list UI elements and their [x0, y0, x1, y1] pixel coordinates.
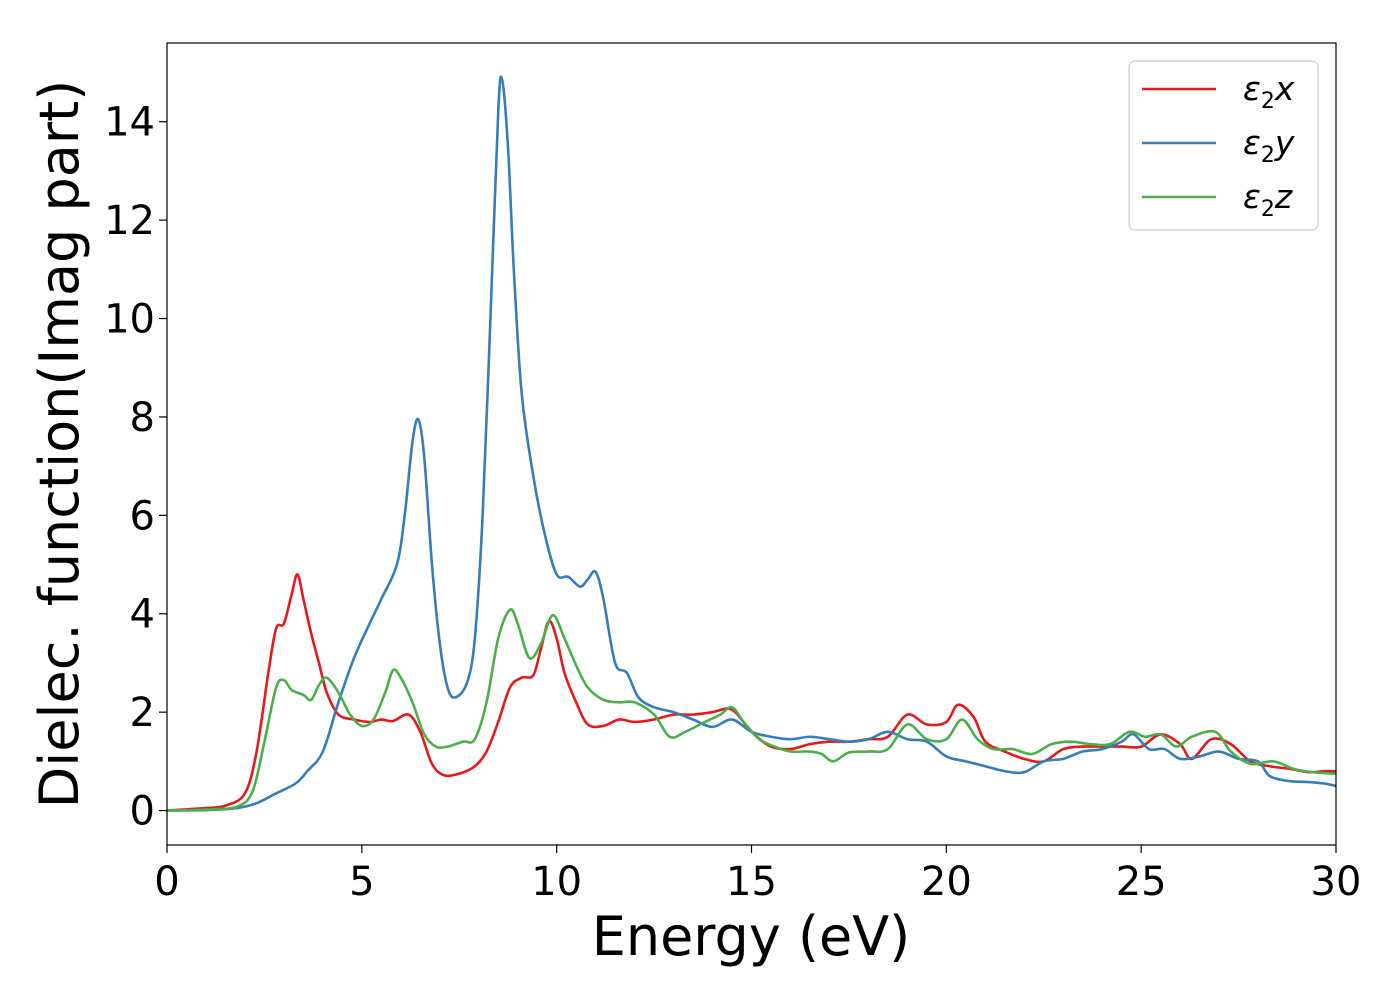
x-tick-label: 5: [349, 859, 374, 905]
x-tick-label: 25: [1116, 859, 1167, 905]
x-axis-ticks: 0 5 10 15 20 25 30: [154, 845, 1361, 905]
x-tick-label: 0: [154, 859, 179, 905]
legend-label-z: ε2z: [1243, 177, 1293, 222]
legend-label-x: ε2x: [1243, 69, 1295, 114]
series-line-y: [167, 75, 1336, 812]
y-tick-label: 8: [130, 395, 155, 441]
y-tick-label: 6: [130, 493, 155, 539]
x-tick-label: 10: [531, 859, 582, 905]
y-tick-label: 0: [130, 789, 155, 835]
x-axis-title: Energy (eV): [592, 905, 911, 968]
series-layer: [167, 75, 1336, 812]
y-axis-ticks: 0 2 4 6 8 10 12 14: [104, 100, 167, 835]
y-tick-label: 10: [104, 297, 155, 343]
legend-frame: [1128, 60, 1319, 231]
y-tick-label: 12: [104, 198, 155, 244]
x-tick-label: 30: [1311, 859, 1362, 905]
x-tick-label: 20: [921, 859, 972, 905]
y-tick-label: 14: [104, 100, 155, 146]
series-line-z: [167, 608, 1336, 812]
legend-items: ε2x ε2y ε2z: [1142, 69, 1295, 222]
legend: ε2x ε2y ε2z: [1128, 60, 1319, 231]
y-tick-label: 4: [130, 592, 155, 638]
y-axis-title: Dielec. function(Imag part): [28, 80, 91, 809]
legend-label-y: ε2y: [1243, 123, 1295, 168]
y-tick-label: 2: [130, 690, 155, 736]
x-tick-label: 15: [726, 859, 777, 905]
